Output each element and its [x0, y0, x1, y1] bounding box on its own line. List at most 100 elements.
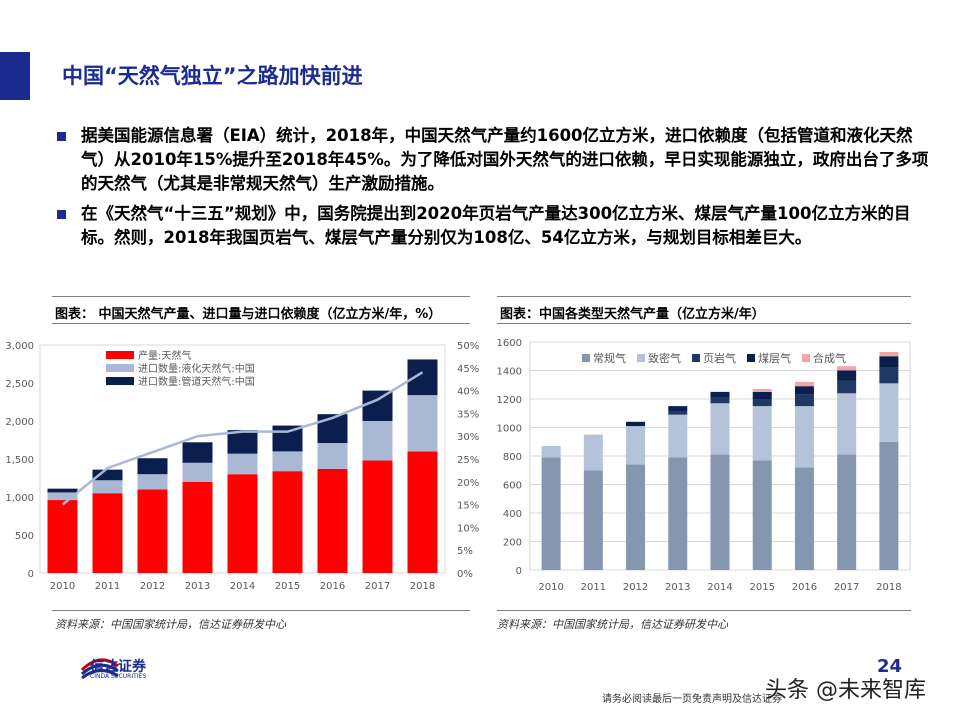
chart2-bar-cbm: [837, 370, 857, 381]
chart2-bar-shale: [879, 367, 899, 384]
page-title: 中国“天然气独立”之路加快前进: [62, 64, 363, 88]
chart2-bar-conventional: [541, 457, 561, 570]
chart2-bar-synthetic: [879, 351, 899, 357]
chart1-xtick-label: 2012: [140, 581, 165, 592]
bullet-list: 据美国能源信息署（EIA）统计，2018年，中国天然气产量约1600亿立方米，进…: [55, 124, 935, 256]
chart2-legend-swatch: [802, 354, 810, 362]
bullet-square-icon: [57, 132, 66, 141]
logo-text: 信达证券: [90, 659, 146, 675]
chart1-y2tick-label: 5%: [457, 546, 473, 557]
chart1-y2tick-label: 15%: [457, 501, 479, 512]
chart1-legend-swatch: [106, 351, 134, 359]
chart2-bar-conventional: [668, 457, 688, 570]
chart2-xtick-label: 2012: [623, 582, 648, 593]
chart2-bar-shale: [710, 397, 730, 404]
chart2-xtick-label: 2010: [538, 582, 563, 593]
chart2-bar-synthetic: [837, 366, 857, 371]
bullet-item: 在《天然气“十三五”规划》中，国务院提出到2020年页岩气产量达300亿立方米、…: [55, 202, 935, 250]
chart2-bar-conventional: [752, 460, 772, 570]
chart1-bar-lng: [317, 443, 348, 469]
chart2-bar-shale: [668, 411, 688, 415]
chart1-bar-production: [227, 474, 258, 573]
chart2-legend-swatch: [747, 354, 755, 362]
chart2-legend-swatch: [582, 354, 590, 362]
chart1-bar-production: [407, 451, 438, 573]
watermark-text: 头条 @未来智库: [765, 678, 926, 703]
chart2-bar-cbm: [794, 386, 814, 395]
chart2-legend-label: 页岩气: [703, 351, 736, 365]
chart1-y2tick-label: 35%: [457, 409, 479, 420]
chart1-xtick-label: 2014: [230, 581, 255, 592]
chart2-bar-synthetic: [752, 389, 772, 392]
chart2-source: 资料来源：中国国家统计局，信达证券研发中心: [497, 618, 728, 631]
chart1-svg: 0 500 1,000 1,500 2,000 2,500 3,000 0% 5% 10% 15% 2…: [5, 341, 479, 592]
chart2-bar-tight: [541, 446, 561, 458]
chart1-bar-lng: [227, 453, 258, 475]
chart2-bar-conventional: [837, 454, 857, 570]
chart1-y2tick-label: 20%: [457, 478, 479, 489]
logo-subtext: CINDA SECURITIES: [90, 673, 147, 680]
chart1-bar-production: [182, 481, 213, 573]
chart1-bar-lng: [407, 395, 438, 452]
chart2-ytick-label: 1000: [497, 424, 522, 435]
chart2-legend-label: 常规气: [593, 351, 626, 365]
chart2-bar-shale: [837, 380, 857, 394]
chart1-y2tick-label: 0%: [457, 569, 473, 580]
chart1-bar-pipeline: [137, 458, 168, 475]
chart2-bar-shale: [752, 399, 772, 407]
chart1-bar-lng: [272, 451, 303, 472]
chart1-xtick-label: 2016: [320, 581, 345, 592]
chart1-bar-lng: [47, 492, 78, 501]
chart1-xtick-label: 2011: [95, 581, 120, 592]
chart2-title-underline: [497, 323, 911, 324]
chart2-legend-swatch: [637, 354, 645, 362]
chart2-bar-cbm: [626, 421, 646, 427]
chart1-bar-pipeline: [362, 390, 393, 421]
chart2-xtick-label: 2011: [581, 582, 606, 593]
chart1-bar-production: [272, 471, 303, 573]
chart2-xtick-label: 2016: [792, 582, 817, 593]
chart2-ytick-label: 200: [503, 538, 522, 549]
chart1-ytick-label: 1,000: [5, 493, 34, 504]
chart1-legend-swatch: [106, 377, 134, 385]
chart2-bar-cbm: [710, 391, 730, 398]
chart1-legend-swatch: [106, 364, 134, 372]
chart1-ytick-label: 1,500: [5, 455, 34, 466]
chart2-bar-tight: [710, 403, 730, 455]
chart2-xtick-label: 2018: [876, 582, 901, 593]
chart2-ytick-label: 800: [503, 452, 522, 463]
chart2-title-rule: [497, 296, 911, 297]
disclaimer-text: 请务必阅读最后一页免责声明及信达证券: [602, 694, 782, 705]
chart2-ytick-label: 600: [503, 481, 522, 492]
chart2-ytick-label: 1200: [497, 395, 522, 406]
chart1-xtick-label: 2010: [50, 581, 75, 592]
chart1-y2tick-label: 25%: [457, 455, 479, 466]
chart1-ytick-label: 0: [28, 569, 34, 580]
chart2-xtick-label: 2014: [707, 582, 732, 593]
bullet-item: 据美国能源信息署（EIA）统计，2018年，中国天然气产量约1600亿立方米，进…: [55, 124, 935, 196]
chart2-bar-tight: [837, 393, 857, 455]
chart2-ytick-label: 1600: [497, 338, 522, 349]
chart1-title-rule: [52, 296, 470, 297]
chart1-bar-production: [317, 468, 348, 573]
chart2-source-rule: [497, 610, 911, 611]
chart1-bar-lng: [137, 474, 168, 490]
chart2-xtick-label: 2017: [834, 582, 859, 593]
chart1-source-rule: [52, 610, 470, 611]
chart2-xtick-label: 2015: [749, 582, 774, 593]
chart1-source: 资料来源：中国国家统计局，信达证券研发中心: [55, 618, 286, 631]
chart1-dependency-line: [61, 371, 424, 506]
chart1-title-underline: [52, 323, 470, 324]
chart1-ytick-label: 2,500: [5, 379, 34, 390]
chart2-bar-shale: [794, 394, 814, 407]
chart2-bar-tight: [879, 383, 899, 442]
chart2-ytick-label: 400: [503, 509, 522, 520]
chart1-bar-production: [92, 493, 123, 573]
chart1-bar-production: [47, 500, 78, 573]
chart2-bar-tight: [794, 406, 814, 468]
chart1-bar-production: [362, 460, 393, 573]
chart1-ytick-label: 2,000: [5, 417, 34, 428]
chart1-bar-lng: [182, 462, 213, 482]
chart2-bar-tight: [626, 426, 646, 465]
chart1-legend-label: 进口数量:管道天然气:中国: [138, 375, 255, 388]
